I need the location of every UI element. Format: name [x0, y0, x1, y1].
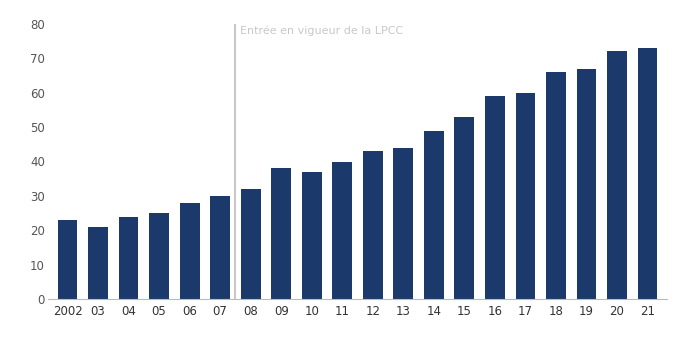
Bar [271, 168, 291, 299]
Text: Entrée en vigueur de la LPCC: Entrée en vigueur de la LPCC [240, 26, 403, 36]
Bar [149, 213, 169, 299]
Bar [180, 203, 200, 299]
Bar [210, 196, 230, 299]
Bar [332, 162, 352, 299]
Bar [577, 69, 597, 299]
Bar [241, 189, 261, 299]
Bar [485, 96, 505, 299]
Bar [88, 227, 108, 299]
Bar [58, 220, 78, 299]
Bar [546, 72, 566, 299]
Bar [363, 151, 383, 299]
Bar [454, 117, 474, 299]
Bar [118, 217, 138, 299]
Bar [394, 148, 413, 299]
Bar [424, 131, 444, 299]
Bar [302, 172, 321, 299]
Bar [516, 93, 535, 299]
Bar [637, 48, 657, 299]
Bar [607, 51, 627, 299]
